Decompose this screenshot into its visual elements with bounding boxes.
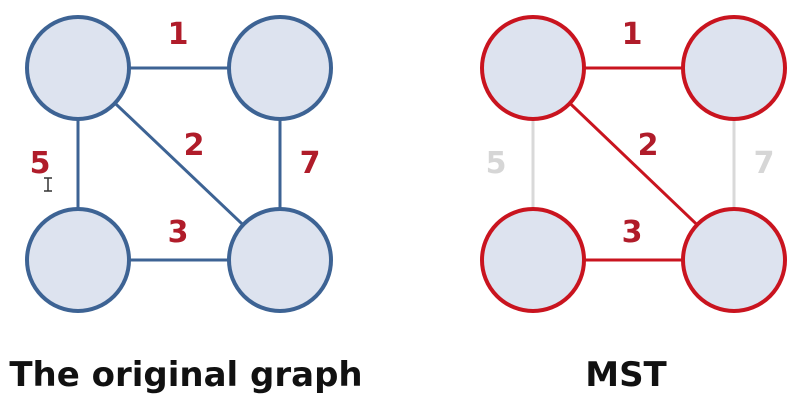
original-node-bottom-right — [227, 207, 333, 313]
original-weight-3: 3 — [168, 215, 189, 250]
original-node-bottom-left — [25, 207, 131, 313]
mst-caption: MST — [585, 355, 667, 395]
mst-node-top-right — [681, 15, 787, 121]
mst-node-top-left — [480, 15, 586, 121]
original-caption: The original graph — [9, 355, 362, 395]
original-weight-5: 5 — [30, 146, 51, 181]
original-node-top-left — [25, 15, 131, 121]
original-graph: 1 2 3 5 7 The original graph — [9, 15, 363, 395]
mst-weight-7-excluded: 7 — [754, 146, 775, 181]
mst-graph: 1 2 3 5 7 MST — [480, 15, 787, 395]
original-node-top-right — [227, 15, 333, 121]
mst-weight-5-excluded: 5 — [486, 146, 507, 181]
mst-weight-2: 2 — [638, 128, 659, 163]
mst-node-bottom-right — [681, 207, 787, 313]
original-weight-2: 2 — [184, 128, 205, 163]
original-weight-1: 1 — [168, 17, 189, 52]
text-cursor-icon — [44, 177, 52, 192]
mst-weight-3: 3 — [622, 215, 643, 250]
mst-weight-1: 1 — [622, 17, 643, 52]
mst-node-bottom-left — [480, 207, 586, 313]
original-weight-7: 7 — [300, 146, 321, 181]
